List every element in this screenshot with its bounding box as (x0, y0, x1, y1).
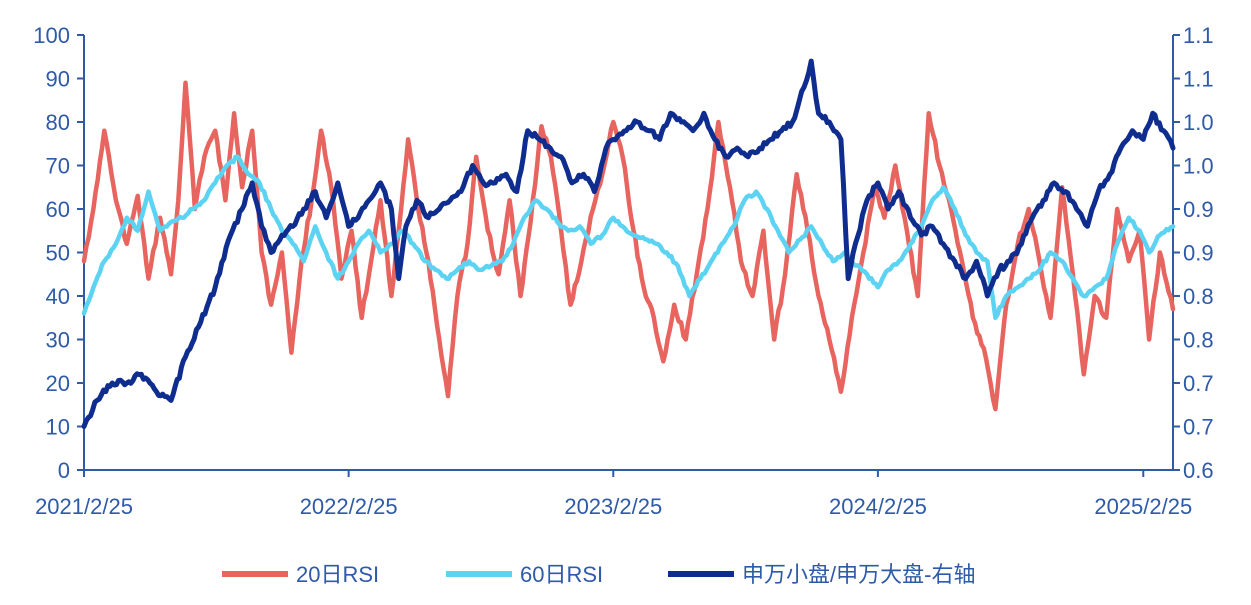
right-y-tick-label: 1.1 (1183, 23, 1214, 48)
left-y-tick-label: 30 (46, 328, 70, 353)
right-y-tick-label: 1.0 (1183, 110, 1214, 135)
x-tick-label: 2021/2/25 (35, 494, 133, 519)
x-tick-label: 2022/2/25 (300, 494, 398, 519)
left-y-tick-label: 40 (46, 284, 70, 309)
series-line-2 (81, 154, 1176, 321)
left-y-tick-label: 60 (46, 197, 70, 222)
right-y-tick-label: 1.1 (1183, 67, 1214, 92)
x-tick-label: 2024/2/25 (829, 494, 927, 519)
x-tick-label: 2023/2/25 (564, 494, 662, 519)
left-y-tick-label: 100 (33, 23, 70, 48)
left-y-tick-label: 0 (58, 458, 70, 483)
right-y-tick-label: 0.9 (1183, 241, 1214, 266)
series-line-3 (81, 58, 1176, 429)
legend-label-1: 20日RSI (296, 562, 379, 587)
left-y-tick-label: 50 (46, 241, 70, 266)
left-y-tick-label: 80 (46, 110, 70, 135)
left-y-tick-label: 90 (46, 67, 70, 92)
left-y-tick-label: 70 (46, 154, 70, 179)
right-y-tick-label: 0.7 (1183, 371, 1214, 396)
left-y-tick-label: 20 (46, 371, 70, 396)
right-y-tick-label: 1.0 (1183, 154, 1214, 179)
right-y-tick-label: 0.6 (1183, 458, 1214, 483)
right-y-tick-label: 0.9 (1183, 197, 1214, 222)
legend-label-3: 申万小盘/申万大盘-右轴 (742, 562, 975, 587)
right-y-tick-label: 0.8 (1183, 328, 1214, 353)
x-tick-label: 2025/2/25 (1094, 494, 1192, 519)
right-y-tick-label: 0.7 (1183, 415, 1214, 440)
left-y-tick-label: 10 (46, 415, 70, 440)
series-line-1 (81, 80, 1176, 412)
legend-label-2: 60日RSI (520, 562, 603, 587)
right-y-tick-label: 0.8 (1183, 284, 1214, 309)
